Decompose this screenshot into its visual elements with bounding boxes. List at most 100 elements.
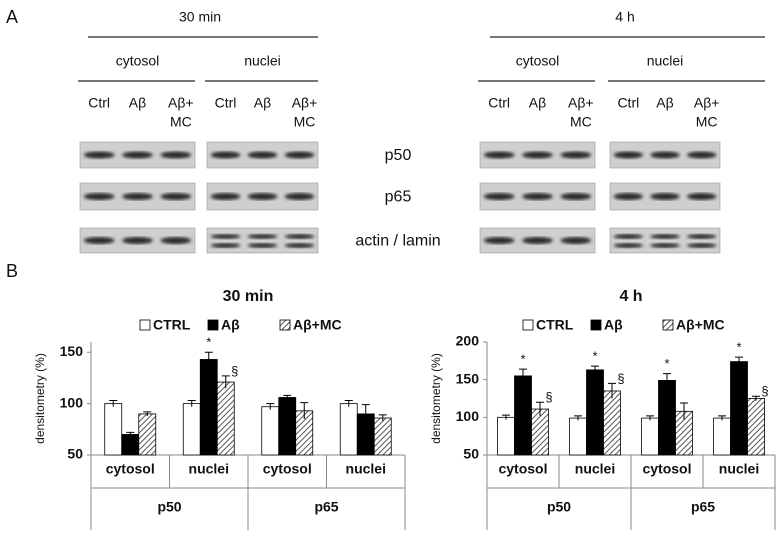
bar: [278, 397, 297, 456]
band: [687, 151, 717, 159]
x-tick-label: nuclei: [346, 461, 386, 477]
x-tick-label: cytosol: [106, 461, 155, 477]
significance-mark: §: [617, 371, 624, 386]
band: [650, 151, 680, 159]
protein-label: p65: [385, 189, 412, 206]
significance-mark: §: [231, 363, 238, 378]
lane-label: MC: [696, 114, 718, 130]
band: [613, 193, 643, 200]
y-tick-label: 150: [60, 343, 84, 359]
error-bar: [378, 414, 387, 422]
band: [83, 237, 115, 244]
lane-label: Aβ: [656, 95, 673, 111]
bar: [514, 375, 532, 456]
error-bar: [718, 415, 726, 421]
x-tick-label: cytosol: [263, 461, 312, 477]
error-bar: [143, 411, 152, 416]
lane-label: MC: [294, 114, 316, 130]
significance-mark: *: [520, 352, 525, 367]
significance-mark: *: [206, 335, 211, 350]
group-label: p65: [691, 499, 715, 515]
significance-mark: *: [736, 340, 741, 355]
error-bar: [187, 400, 196, 407]
panel-label: A: [6, 7, 18, 27]
band: [122, 237, 153, 244]
error-bar: [109, 400, 118, 407]
bar: [138, 413, 157, 456]
significance-mark: §: [761, 384, 768, 399]
x-tick-label: nuclei: [719, 461, 759, 477]
bar: [603, 390, 621, 456]
error-bar: [221, 375, 230, 389]
group-label: p50: [547, 499, 571, 515]
y-tick-label: 100: [60, 394, 84, 410]
error-bar: [663, 373, 671, 388]
error-bar: [574, 415, 582, 421]
legend-label: CTRL: [536, 317, 574, 333]
error-bar: [752, 395, 760, 401]
significance-mark: §: [545, 390, 552, 405]
band: [650, 243, 680, 248]
bar: [373, 417, 392, 456]
band: [160, 237, 192, 244]
error-bar: [591, 365, 599, 374]
error-bar: [646, 415, 654, 421]
bar: [216, 381, 235, 456]
lane-label: Ctrl: [617, 95, 639, 111]
lane-label: MC: [170, 114, 192, 130]
band: [522, 193, 553, 200]
lane-label: Aβ+: [568, 95, 594, 111]
fraction-label: nuclei: [647, 53, 684, 69]
band: [613, 151, 643, 159]
error-bar: [283, 394, 292, 400]
band: [160, 193, 192, 200]
y-tick-label: 150: [456, 370, 480, 386]
fraction-label: cytosol: [516, 53, 560, 69]
bar: [182, 403, 201, 456]
y-tick-label: 100: [456, 408, 480, 424]
band: [210, 151, 241, 159]
band: [560, 193, 592, 200]
bar: [586, 369, 604, 456]
legend-swatch: [139, 319, 151, 331]
error-bar: [204, 351, 213, 367]
chart-title: 30 min: [223, 288, 274, 305]
band: [687, 193, 717, 200]
y-tick-label: 50: [67, 446, 83, 462]
panel-label: B: [6, 261, 18, 281]
bar: [121, 434, 140, 456]
x-tick-label: nuclei: [575, 461, 615, 477]
error-bar: [735, 356, 743, 367]
legend-label: CTRL: [153, 317, 191, 333]
error-bar: [536, 401, 544, 416]
time-label: 4 h: [615, 9, 634, 25]
band: [613, 243, 643, 248]
band: [247, 234, 278, 239]
x-tick-label: cytosol: [642, 461, 691, 477]
band: [650, 193, 680, 200]
y-axis-label: densitometry (%): [33, 353, 47, 444]
lane-label: Ctrl: [215, 95, 237, 111]
significance-mark: *: [664, 356, 669, 371]
band: [83, 193, 115, 200]
error-bar: [680, 402, 688, 420]
lane-label: Aβ: [529, 95, 546, 111]
legend-swatch: [590, 319, 602, 331]
error-bar: [608, 382, 616, 399]
band: [122, 193, 153, 200]
band: [687, 234, 717, 239]
lane-label: Ctrl: [88, 95, 110, 111]
blot: [609, 227, 721, 254]
band: [483, 151, 515, 159]
band: [687, 243, 717, 248]
band: [284, 234, 315, 239]
chart-title: 4 h: [619, 288, 642, 305]
bar: [658, 380, 676, 456]
blot: [206, 227, 319, 254]
band: [560, 151, 592, 159]
group-label: p65: [314, 499, 338, 515]
band: [613, 234, 643, 239]
band: [522, 237, 553, 244]
legend-label: Aβ+MC: [676, 317, 725, 333]
band: [210, 234, 241, 239]
